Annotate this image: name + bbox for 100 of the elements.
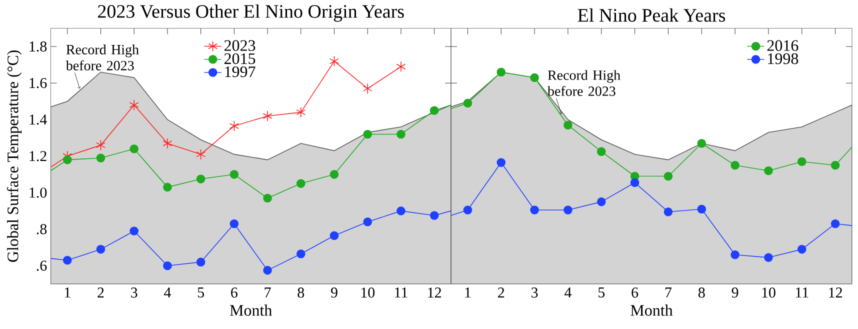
- x-tick-label: 12: [428, 288, 441, 298]
- point: [96, 140, 106, 151]
- x-tick-label: 12: [829, 288, 842, 298]
- x-tick-label: 10: [762, 288, 776, 298]
- x-tick-label: 6: [632, 288, 638, 298]
- x-tick-label: 8: [298, 288, 304, 298]
- x-tick-label: 1: [465, 288, 471, 298]
- point: [263, 194, 272, 203]
- legend-label: 2015: [224, 53, 256, 64]
- y-tick-label: 1.0: [30, 188, 47, 198]
- point: [96, 154, 106, 162]
- point: [163, 182, 172, 192]
- x-axis-title: Month: [230, 304, 272, 316]
- point: [797, 157, 806, 166]
- y-tick-label: 1.8: [30, 41, 47, 52]
- point: [62, 155, 72, 164]
- x-tick-label: 11: [395, 288, 408, 298]
- point: [163, 261, 172, 270]
- x-tick-label: 3: [532, 288, 538, 298]
- point: [430, 106, 439, 115]
- point: [363, 130, 372, 139]
- point: [396, 61, 406, 72]
- point: [263, 266, 272, 275]
- point: [596, 197, 606, 206]
- legend-label: 1997: [225, 66, 256, 78]
- y-tick-label: .8: [36, 224, 47, 234]
- chart-title: 2023 Versus Other El Nino Origin Years: [98, 4, 404, 22]
- point: [96, 244, 106, 254]
- x-axis-title: Month: [630, 304, 673, 316]
- point: [697, 138, 706, 148]
- y-tick-label: 1.4: [30, 114, 47, 125]
- point: [363, 218, 372, 226]
- point: [430, 211, 439, 220]
- point: [463, 98, 472, 108]
- point: [496, 158, 506, 167]
- point: [162, 138, 172, 149]
- point: [463, 206, 472, 214]
- x-tick-label: 11: [796, 288, 808, 298]
- x-tick-label: 5: [598, 288, 605, 298]
- point: [330, 170, 339, 179]
- point: [530, 73, 539, 82]
- point: [129, 100, 139, 110]
- x-tick-label: 4: [164, 288, 171, 298]
- point: [764, 253, 773, 262]
- point: [196, 258, 206, 266]
- point: [296, 249, 306, 258]
- x-tick-label: 6: [231, 288, 238, 298]
- y-axis-title: Global Surface Temperature (°C): [6, 50, 22, 262]
- point: [764, 166, 773, 176]
- chart-title: El Nino Peak Years: [578, 8, 726, 22]
- point: [664, 207, 673, 216]
- point: [296, 106, 306, 118]
- point: [697, 204, 706, 214]
- point: [330, 231, 339, 240]
- annotation: Record High before 2023: [547, 70, 620, 96]
- x-tick-label: 4: [564, 288, 572, 298]
- point: [296, 179, 306, 188]
- x-tick-label: 2: [98, 288, 104, 298]
- legend-label: 1998: [768, 53, 798, 64]
- x-tick-label: 9: [732, 288, 738, 298]
- point: [530, 206, 539, 214]
- point: [496, 68, 506, 77]
- point: [130, 144, 138, 154]
- y-tick-label: 1.2: [30, 151, 46, 162]
- legend-label: 2016: [767, 40, 798, 51]
- point: [330, 56, 339, 67]
- x-tick-label: 2: [498, 288, 504, 298]
- point: [564, 206, 572, 214]
- point: [130, 226, 138, 236]
- point: [196, 148, 206, 160]
- point: [362, 83, 372, 94]
- point: [797, 244, 806, 254]
- x-tick-label: 8: [698, 288, 705, 298]
- x-tick-label: 1: [64, 288, 70, 298]
- x-tick-label: 10: [361, 288, 375, 298]
- point: [630, 178, 640, 188]
- x-tick-label: 7: [264, 288, 271, 298]
- x-tick-label: 7: [665, 288, 672, 298]
- point: [396, 130, 406, 139]
- point: [564, 120, 572, 130]
- point: [62, 256, 72, 265]
- point: [830, 219, 840, 228]
- point: [196, 174, 206, 184]
- point: [730, 160, 740, 170]
- point: [830, 160, 840, 170]
- annotation: Record High before 2023: [66, 44, 139, 70]
- point: [230, 219, 239, 228]
- point: [262, 110, 272, 122]
- x-tick-label: 9: [330, 288, 338, 298]
- legend-label: 2023: [224, 40, 256, 51]
- y-tick-label: .6: [36, 260, 47, 271]
- point: [230, 170, 239, 179]
- y-tick-label: 1.6: [30, 78, 47, 88]
- point: [396, 206, 406, 216]
- point: [229, 120, 239, 132]
- point: [730, 250, 740, 260]
- x-tick-label: 3: [131, 288, 138, 298]
- point: [664, 172, 673, 181]
- x-tick-label: 5: [198, 288, 204, 298]
- point: [596, 147, 606, 156]
